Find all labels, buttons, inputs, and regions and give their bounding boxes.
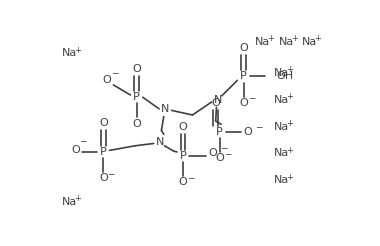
Text: +: + xyxy=(286,146,293,155)
Text: +: + xyxy=(268,34,274,43)
Text: +: + xyxy=(286,65,293,74)
Text: +: + xyxy=(286,92,293,101)
Text: P: P xyxy=(240,72,247,81)
Text: O: O xyxy=(132,64,141,74)
Text: O: O xyxy=(99,173,108,183)
Text: O: O xyxy=(179,177,187,187)
Text: N: N xyxy=(214,95,222,105)
Text: O: O xyxy=(211,98,220,108)
Text: Na: Na xyxy=(274,149,289,158)
Text: P: P xyxy=(180,151,187,161)
Text: −: − xyxy=(220,144,227,153)
Text: +: + xyxy=(74,194,81,203)
Text: −: − xyxy=(107,169,115,178)
Text: Na: Na xyxy=(62,197,77,207)
Text: OH: OH xyxy=(276,72,293,81)
Text: +: + xyxy=(291,34,298,43)
Text: Na: Na xyxy=(62,48,77,58)
Text: P: P xyxy=(216,127,223,137)
Text: O: O xyxy=(71,145,80,155)
Text: Na: Na xyxy=(255,37,271,47)
Text: +: + xyxy=(286,173,293,182)
Text: O: O xyxy=(239,43,248,53)
Text: O: O xyxy=(132,119,141,129)
Text: O: O xyxy=(208,149,217,158)
Text: Na: Na xyxy=(274,95,289,105)
Text: −: − xyxy=(248,93,255,103)
Text: −: − xyxy=(79,137,86,146)
Text: −: − xyxy=(255,122,262,131)
Text: Na: Na xyxy=(302,37,317,47)
Text: P: P xyxy=(100,147,107,157)
Text: Na: Na xyxy=(274,122,289,132)
Text: P: P xyxy=(133,92,140,102)
Text: −: − xyxy=(223,149,231,158)
Text: O: O xyxy=(239,98,248,108)
Text: +: + xyxy=(286,119,293,128)
Text: Na: Na xyxy=(274,68,289,78)
Text: −: − xyxy=(111,68,119,77)
Text: O: O xyxy=(243,127,252,137)
Text: O: O xyxy=(215,153,224,163)
Text: O: O xyxy=(99,119,108,128)
Text: N: N xyxy=(156,137,164,147)
Text: −: − xyxy=(187,173,195,182)
Text: Na: Na xyxy=(279,37,294,47)
Text: N: N xyxy=(161,104,169,114)
Text: +: + xyxy=(74,46,81,55)
Text: Na: Na xyxy=(274,175,289,185)
Text: +: + xyxy=(314,34,321,43)
Text: O: O xyxy=(179,122,187,132)
Text: O: O xyxy=(103,75,112,85)
